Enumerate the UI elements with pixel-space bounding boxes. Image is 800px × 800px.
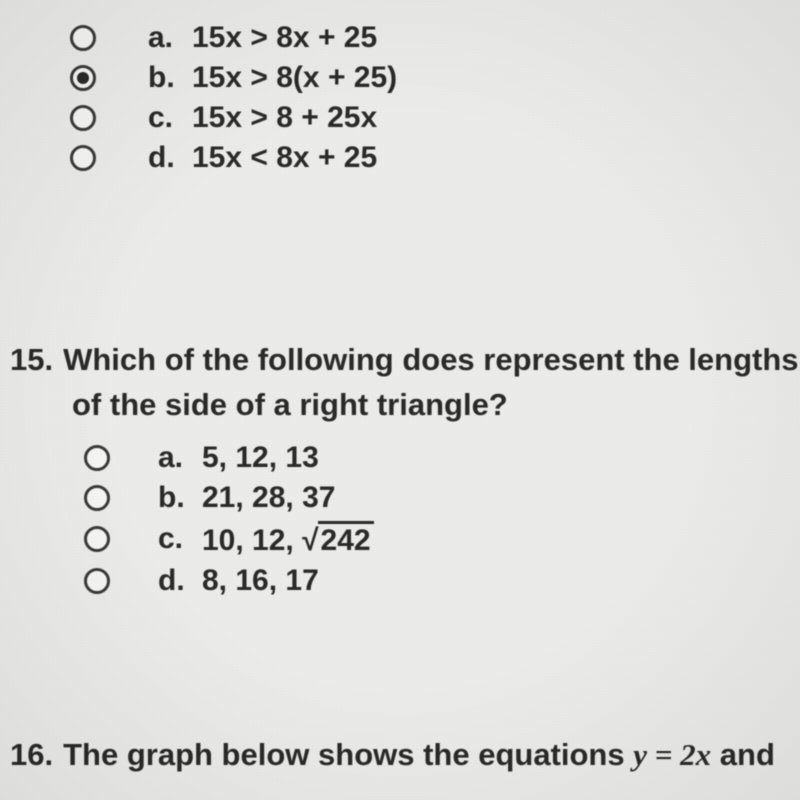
option-text: 21, 28, 37 [202,481,335,515]
question-number: 15. [10,342,63,378]
question-16: 16. The graph below shows the equations … [0,733,800,778]
radio-b[interactable] [70,65,96,91]
option-letter: d. [158,564,202,598]
option-text: 15x > 8x + 25 [192,21,377,55]
option-b[interactable]: b. 15x > 8(x + 25) [0,58,800,98]
question-text-line1: Which of the following does represent th… [63,338,798,383]
option-letter: b. [148,61,192,95]
option-a[interactable]: a. 5, 12, 13 [10,438,800,478]
option-letter: c. [148,101,192,135]
option-text: 15x > 8(x + 25) [192,61,397,95]
radio-c[interactable] [70,105,96,131]
q14-options: a. 15x > 8x + 25 b. 15x > 8(x + 25) c. 1… [0,18,800,178]
radio-d[interactable] [84,568,110,594]
option-text: 10, 12, √242 [202,521,374,558]
option-text: 15x < 8x + 25 [192,141,377,175]
option-letter: d. [148,141,192,175]
radio-a[interactable] [84,445,110,471]
option-letter: c. [158,522,202,556]
option-c[interactable]: c. 15x > 8 + 25x [0,98,800,138]
option-letter: b. [158,481,202,515]
question-15: 15. Which of the following does represen… [0,338,800,601]
option-d[interactable]: d. 15x < 8x + 25 [0,138,800,178]
radio-c[interactable] [84,526,110,552]
option-text: 8, 16, 17 [202,564,319,598]
question-number: 16. [10,737,63,773]
radio-d[interactable] [70,145,96,171]
option-letter: a. [158,441,202,475]
option-d[interactable]: d. 8, 16, 17 [10,561,800,601]
q15-options: a. 5, 12, 13 b. 21, 28, 37 c. 10, 12, √2… [10,438,800,601]
sqrt-icon: √242 [302,521,374,558]
radio-b[interactable] [84,485,110,511]
option-c[interactable]: c. 10, 12, √242 [10,518,800,561]
option-a[interactable]: a. 15x > 8x + 25 [0,18,800,58]
option-text: 15x > 8 + 25x [192,101,377,135]
question-text-line2: of the side of a right triangle? [72,383,508,428]
option-letter: a. [148,21,192,55]
option-text: 5, 12, 13 [202,441,319,475]
option-b[interactable]: b. 21, 28, 37 [10,478,800,518]
question-text: The graph below shows the equations y = … [63,733,775,778]
radio-a[interactable] [70,25,96,51]
